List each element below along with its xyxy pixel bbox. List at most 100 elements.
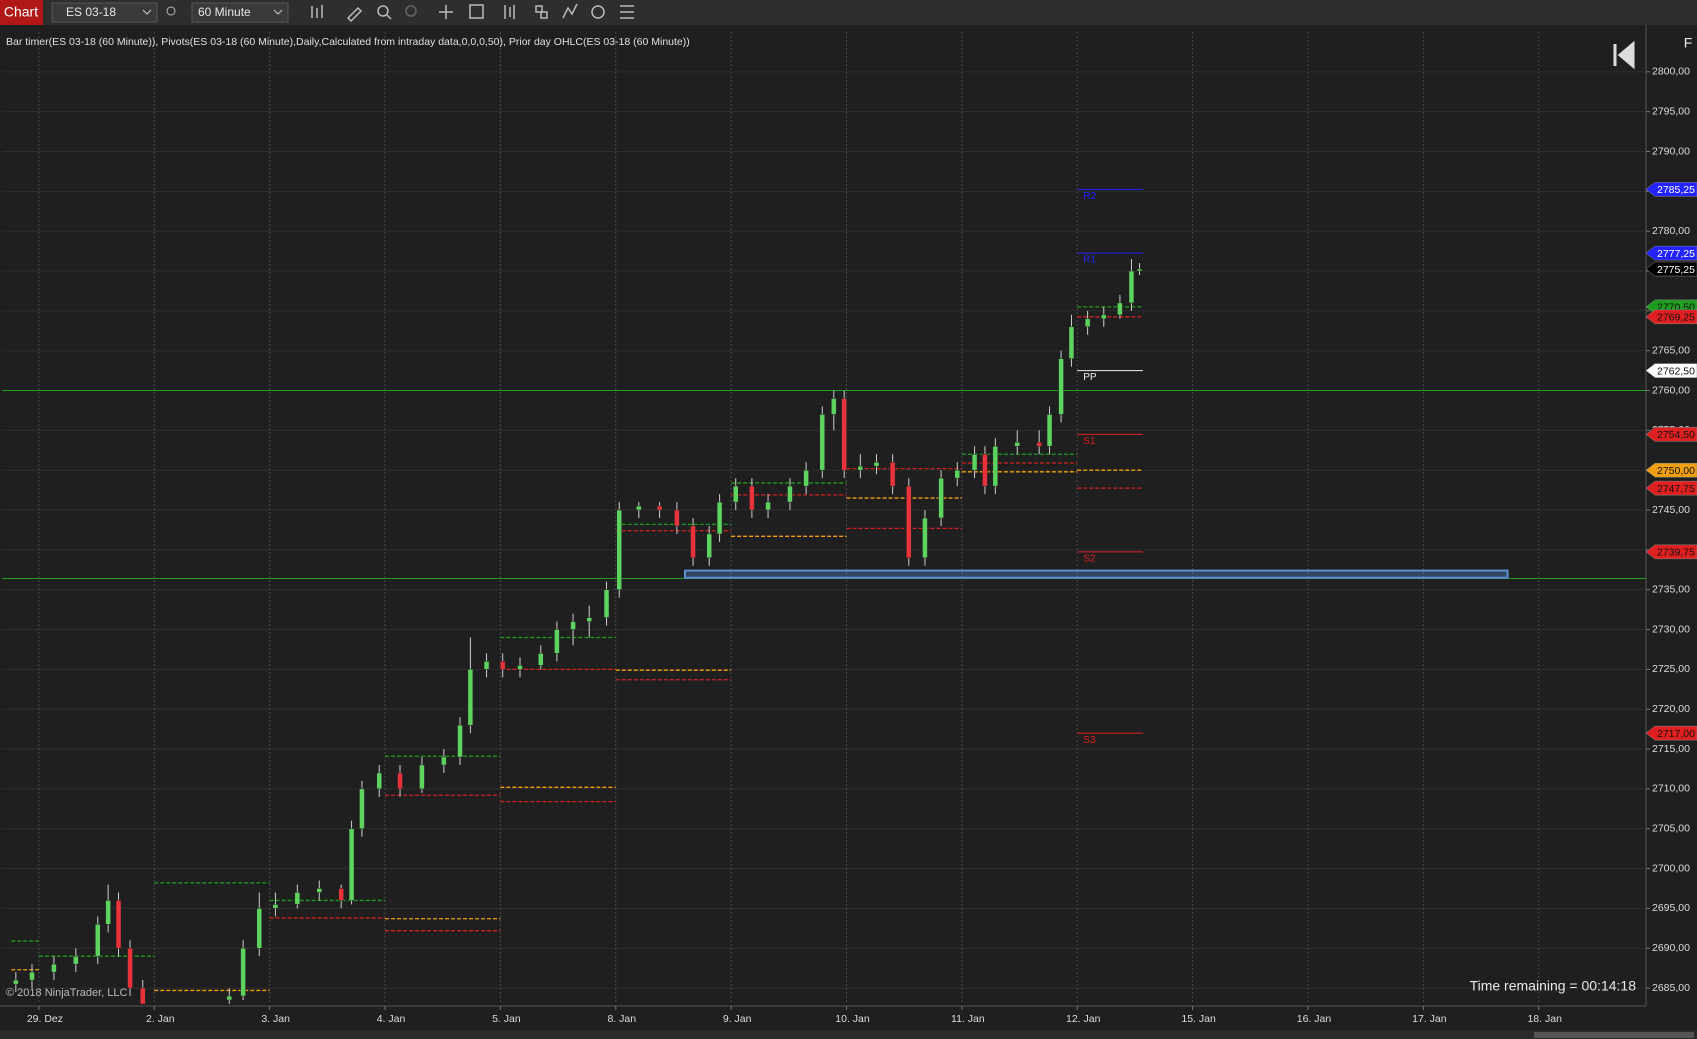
y-tick-label: 2700,00 <box>1652 862 1690 874</box>
scrollbar-thumb[interactable] <box>1534 1032 1694 1038</box>
dropdown-arrow <box>142 9 152 15</box>
candle-body <box>616 509 622 590</box>
candle-body <box>831 398 837 415</box>
candle-body <box>1128 270 1135 304</box>
candle-body <box>570 621 576 630</box>
x-tick-label: 11. Jan <box>951 1013 985 1025</box>
candle-body <box>586 617 592 622</box>
price-marker <box>1645 261 1697 277</box>
candle-body <box>954 469 961 479</box>
x-tick-label: 12. Jan <box>1066 1013 1101 1025</box>
candle-body <box>467 669 474 726</box>
candle-body <box>316 888 323 893</box>
time-remaining: Time remaining = 00:14:18 <box>1470 978 1637 994</box>
candle-body <box>240 947 246 997</box>
candle-body <box>1117 302 1123 316</box>
chart-tab-label[interactable]: Chart <box>4 4 38 20</box>
candle-body <box>636 505 642 511</box>
price-marker <box>1645 462 1697 478</box>
copyright: © 2018 NinjaTrader, LLC <box>6 987 127 999</box>
candle-body <box>294 892 301 905</box>
y-tick-label: 2745,00 <box>1652 504 1690 516</box>
candle-body <box>938 477 944 519</box>
toolbar-icons[interactable] <box>311 3 634 23</box>
y-tick-label: 2710,00 <box>1652 783 1690 795</box>
candle-body <box>971 454 978 471</box>
price-marker-label: 2750,00 <box>1657 465 1695 477</box>
indicator-list: Bar timer(ES 03-18 (60 Minute)), Pivots(… <box>6 36 690 48</box>
y-tick-label: 2780,00 <box>1652 225 1690 237</box>
candle-body <box>706 533 712 559</box>
price-marker <box>1645 309 1697 325</box>
candle-body <box>272 904 279 909</box>
candle-body <box>857 465 864 471</box>
candle-body <box>732 485 739 503</box>
candle-body <box>1046 414 1053 447</box>
scroll-end-button[interactable] <box>1613 40 1635 70</box>
price-marker <box>1645 182 1697 197</box>
price-marker-label: 2747,75 <box>1657 483 1695 495</box>
price-marker-label: 2769,25 <box>1657 312 1695 324</box>
price-marker <box>1645 427 1697 442</box>
price-marker <box>1645 363 1697 378</box>
instrument-label[interactable]: ES 03-18 <box>66 5 116 19</box>
interval-select[interactable] <box>191 2 289 23</box>
candle-body <box>656 505 663 511</box>
pivot-label: S3 <box>1083 735 1096 746</box>
candle-body <box>603 589 610 618</box>
candle-body <box>1084 318 1091 328</box>
y-tick-label: 2795,00 <box>1652 105 1690 117</box>
x-tick-label: 10. Jan <box>835 1013 870 1025</box>
y-tick-label: 2765,00 <box>1652 344 1690 356</box>
candle-body <box>1014 442 1020 447</box>
candle-body <box>115 900 122 949</box>
candle-body <box>376 772 383 790</box>
price-marker-label: 2754,50 <box>1657 429 1695 441</box>
candle-body <box>819 414 826 471</box>
scrollbar[interactable] <box>0 1030 1697 1039</box>
candle-body <box>716 501 723 535</box>
chart-tab[interactable] <box>0 0 43 25</box>
x-tick-label: 2. Jan <box>146 1013 175 1025</box>
y-tick-label: 2695,00 <box>1652 902 1690 914</box>
price-marker-label: 2777,25 <box>1657 248 1695 260</box>
candle-body <box>13 979 19 985</box>
candle-body <box>1101 314 1107 320</box>
candle-body <box>690 525 696 559</box>
search-icon[interactable] <box>166 6 176 16</box>
y-tick-label: 2705,00 <box>1652 823 1690 835</box>
pivot-label: PP <box>1083 372 1097 383</box>
y-tick-label: 2800,00 <box>1652 66 1690 78</box>
candle-body <box>749 485 755 511</box>
x-tick-label: 4. Jan <box>377 1013 406 1025</box>
x-tick-label: 16. Jan <box>1297 1013 1332 1025</box>
candle-body <box>906 485 912 559</box>
candle-body <box>803 469 809 487</box>
price-axis <box>1646 25 1697 1030</box>
candle-body <box>787 485 793 503</box>
candle-body <box>29 971 35 981</box>
y-tick-label: 2685,00 <box>1652 982 1690 994</box>
instrument-select[interactable] <box>51 2 158 23</box>
pivot-label: S2 <box>1083 554 1096 565</box>
interval-label[interactable]: 60 Minute <box>198 5 251 19</box>
y-tick-label: 2715,00 <box>1652 743 1690 755</box>
candle-body <box>419 764 425 790</box>
price-marker <box>1645 544 1697 560</box>
candle-body <box>538 653 544 666</box>
x-tick-label: 18. Jan <box>1527 1013 1562 1025</box>
candle-body <box>499 661 506 670</box>
candle-body <box>517 665 523 670</box>
candle-body <box>841 398 847 471</box>
y-tick-label: 2735,00 <box>1652 583 1690 595</box>
zone-rectangle <box>683 569 1509 579</box>
price-marker <box>1645 245 1697 261</box>
candle-body <box>73 955 79 965</box>
pivot-label: R1 <box>1083 255 1096 266</box>
candle-body <box>441 756 447 766</box>
candle-body <box>483 661 490 670</box>
corner-button[interactable]: F <box>1684 35 1693 51</box>
x-tick-label: 3. Jan <box>261 1013 290 1025</box>
y-tick-label: 2760,00 <box>1652 384 1690 396</box>
dropdown-arrow <box>273 9 283 15</box>
